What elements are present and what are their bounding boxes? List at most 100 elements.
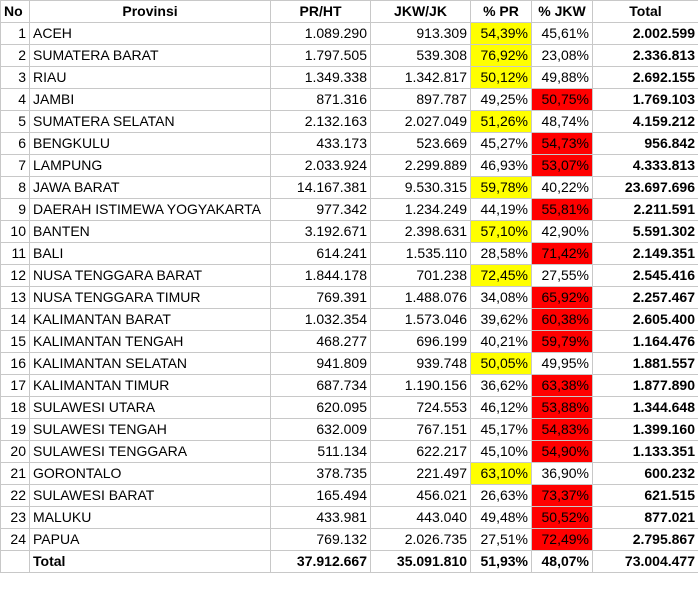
cell-no[interactable]: 10 (0, 220, 30, 243)
cell-prht[interactable]: 941.809 (270, 352, 371, 375)
header-no[interactable]: No (0, 0, 30, 23)
cell-no[interactable]: 24 (0, 528, 30, 551)
cell-pct-jkw[interactable]: 59,79% (531, 330, 593, 353)
cell-jkwjk[interactable]: 456.021 (370, 484, 471, 507)
header-pct-pr[interactable]: % PR (470, 0, 532, 23)
cell-pct-jkw[interactable]: 72,49% (531, 528, 593, 551)
cell-prht[interactable]: 871.316 (270, 88, 371, 111)
cell-pct-jkw[interactable]: 49,95% (531, 352, 593, 375)
cell-provinsi[interactable]: GORONTALO (29, 462, 271, 485)
cell-pct-pr[interactable]: 63,10% (470, 462, 532, 485)
cell-no[interactable]: 14 (0, 308, 30, 331)
cell-pct-jkw[interactable]: 50,52% (531, 506, 593, 529)
cell-no[interactable]: 16 (0, 352, 30, 375)
cell-jkwjk[interactable]: 1.535.110 (370, 242, 471, 265)
header-provinsi[interactable]: Provinsi (29, 0, 271, 23)
cell-provinsi[interactable]: KALIMANTAN SELATAN (29, 352, 271, 375)
cell-provinsi[interactable]: NUSA TENGGARA BARAT (29, 264, 271, 287)
cell-pct-jkw[interactable]: 49,88% (531, 66, 593, 89)
total-label-cell[interactable]: Total (29, 550, 271, 573)
cell-jkwjk[interactable]: 1.234.249 (370, 198, 471, 221)
cell-pct-pr[interactable]: 45,10% (470, 440, 532, 463)
cell-jkwjk[interactable]: 443.040 (370, 506, 471, 529)
cell-prht[interactable]: 1.349.338 (270, 66, 371, 89)
total-jkwjk-cell[interactable]: 35.091.810 (370, 550, 471, 573)
cell-jkwjk[interactable]: 221.497 (370, 462, 471, 485)
cell-prht[interactable]: 2.033.924 (270, 154, 371, 177)
total-pct-pr-cell[interactable]: 51,93% (470, 550, 532, 573)
total-no-cell[interactable] (0, 550, 30, 573)
cell-pct-pr[interactable]: 50,05% (470, 352, 532, 375)
cell-provinsi[interactable]: DAERAH ISTIMEWA YOGYAKARTA (29, 198, 271, 221)
cell-total[interactable]: 4.333.813 (592, 154, 698, 177)
cell-total[interactable]: 2.211.591 (592, 198, 698, 221)
cell-total[interactable]: 1.881.557 (592, 352, 698, 375)
cell-prht[interactable]: 977.342 (270, 198, 371, 221)
cell-provinsi[interactable]: BENGKULU (29, 132, 271, 155)
cell-jkwjk[interactable]: 913.309 (370, 22, 471, 45)
cell-total[interactable]: 1.877.890 (592, 374, 698, 397)
cell-prht[interactable]: 1.844.178 (270, 264, 371, 287)
cell-total[interactable]: 23.697.696 (592, 176, 698, 199)
cell-pct-pr[interactable]: 54,39% (470, 22, 532, 45)
total-prht-cell[interactable]: 37.912.667 (270, 550, 371, 573)
cell-pct-pr[interactable]: 26,63% (470, 484, 532, 507)
cell-jkwjk[interactable]: 2.026.735 (370, 528, 471, 551)
cell-total[interactable]: 2.795.867 (592, 528, 698, 551)
cell-pct-pr[interactable]: 27,51% (470, 528, 532, 551)
cell-total[interactable]: 956.842 (592, 132, 698, 155)
cell-total[interactable]: 1.164.476 (592, 330, 698, 353)
cell-prht[interactable]: 1.032.354 (270, 308, 371, 331)
cell-pct-jkw[interactable]: 55,81% (531, 198, 593, 221)
cell-provinsi[interactable]: ACEH (29, 22, 271, 45)
cell-total[interactable]: 5.591.302 (592, 220, 698, 243)
header-pct-jkw[interactable]: % JKW (531, 0, 593, 23)
cell-total[interactable]: 621.515 (592, 484, 698, 507)
header-jkwjk[interactable]: JKW/JK (370, 0, 471, 23)
cell-pct-pr[interactable]: 45,17% (470, 418, 532, 441)
cell-pct-jkw[interactable]: 63,38% (531, 374, 593, 397)
cell-no[interactable]: 5 (0, 110, 30, 133)
cell-total[interactable]: 2.692.155 (592, 66, 698, 89)
cell-pct-pr[interactable]: 28,58% (470, 242, 532, 265)
cell-prht[interactable]: 433.173 (270, 132, 371, 155)
cell-prht[interactable]: 620.095 (270, 396, 371, 419)
cell-jkwjk[interactable]: 897.787 (370, 88, 471, 111)
cell-pct-pr[interactable]: 50,12% (470, 66, 532, 89)
cell-pct-pr[interactable]: 76,92% (470, 44, 532, 67)
cell-pct-jkw[interactable]: 71,42% (531, 242, 593, 265)
cell-pct-pr[interactable]: 49,48% (470, 506, 532, 529)
cell-no[interactable]: 8 (0, 176, 30, 199)
cell-pct-pr[interactable]: 45,27% (470, 132, 532, 155)
total-grand-cell[interactable]: 73.004.477 (592, 550, 698, 573)
cell-pct-pr[interactable]: 44,19% (470, 198, 532, 221)
cell-total[interactable]: 2.257.467 (592, 286, 698, 309)
cell-provinsi[interactable]: RIAU (29, 66, 271, 89)
cell-no[interactable]: 21 (0, 462, 30, 485)
cell-provinsi[interactable]: KALIMANTAN BARAT (29, 308, 271, 331)
cell-total[interactable]: 600.232 (592, 462, 698, 485)
cell-pct-pr[interactable]: 34,08% (470, 286, 532, 309)
cell-pct-jkw[interactable]: 73,37% (531, 484, 593, 507)
header-total[interactable]: Total (592, 0, 698, 23)
cell-pct-pr[interactable]: 57,10% (470, 220, 532, 243)
cell-total[interactable]: 1.399.160 (592, 418, 698, 441)
cell-jkwjk[interactable]: 1.342.817 (370, 66, 471, 89)
cell-pct-pr[interactable]: 46,12% (470, 396, 532, 419)
cell-jkwjk[interactable]: 622.217 (370, 440, 471, 463)
cell-provinsi[interactable]: LAMPUNG (29, 154, 271, 177)
cell-prht[interactable]: 632.009 (270, 418, 371, 441)
cell-jkwjk[interactable]: 2.299.889 (370, 154, 471, 177)
cell-pct-jkw[interactable]: 60,38% (531, 308, 593, 331)
cell-no[interactable]: 15 (0, 330, 30, 353)
cell-no[interactable]: 23 (0, 506, 30, 529)
cell-provinsi[interactable]: KALIMANTAN TENGAH (29, 330, 271, 353)
cell-prht[interactable]: 769.132 (270, 528, 371, 551)
cell-prht[interactable]: 511.134 (270, 440, 371, 463)
cell-provinsi[interactable]: BALI (29, 242, 271, 265)
cell-jkwjk[interactable]: 523.669 (370, 132, 471, 155)
cell-prht[interactable]: 3.192.671 (270, 220, 371, 243)
cell-provinsi[interactable]: KALIMANTAN TIMUR (29, 374, 271, 397)
cell-provinsi[interactable]: JAWA BARAT (29, 176, 271, 199)
cell-no[interactable]: 1 (0, 22, 30, 45)
